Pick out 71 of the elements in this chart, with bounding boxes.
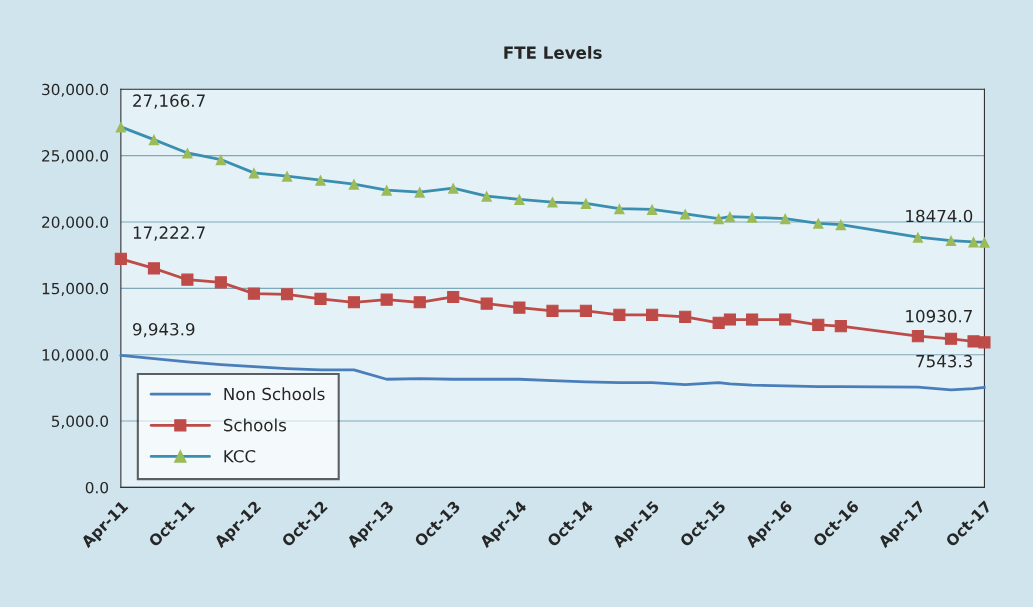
point [380,293,393,306]
point [978,236,990,248]
point [280,288,294,301]
point [414,186,426,198]
chart-title: FTE Levels [504,46,602,59]
point [447,290,460,304]
point [646,308,659,321]
point [147,262,161,275]
point [214,276,227,289]
point [348,178,360,190]
annotation: 9,943.9 [133,322,195,338]
point [712,316,725,329]
point [447,182,459,194]
point [812,217,824,229]
y-tick-label: 5,000.0 [51,415,109,429]
point [513,193,525,205]
point [314,292,327,306]
annotation: 7543.3 [916,354,972,368]
point [247,287,261,300]
legend-label: Non Schools [224,387,325,401]
point [381,184,393,196]
point [812,318,825,331]
point [911,330,924,343]
y-tick-label: 15,000.0 [42,282,109,296]
point [413,296,426,309]
y-tick-label: 0.0 [85,481,109,494]
y-tick-label: 30,000.0 [42,83,109,97]
point [967,236,980,248]
point [944,332,958,345]
point [481,190,493,202]
point [613,203,625,215]
point [248,167,260,179]
point [215,154,227,166]
y-tick-label: 10,000.0 [42,349,109,363]
point [967,335,980,348]
point [723,313,736,326]
point [834,320,847,333]
point [546,304,559,317]
y-tick-label: 20,000.0 [42,216,109,230]
point [779,213,791,225]
point [835,219,847,231]
point [546,196,559,208]
legend-label: KCC [224,449,256,463]
point [646,203,658,215]
point [978,336,991,349]
point [679,310,692,323]
point [480,297,493,310]
point [513,301,526,314]
point [114,252,127,265]
point [314,174,327,186]
point [148,134,160,146]
point [579,304,592,317]
point [912,231,924,243]
annotation: 17,222.7 [133,226,205,241]
annotation: 10930.7 [906,309,972,323]
point [181,273,194,286]
point [679,208,691,220]
annotation: 27,166.7 [133,94,205,109]
y-tick-label: 25,000.0 [42,150,109,164]
point [724,211,736,223]
point [945,234,957,247]
point [746,211,758,223]
point [713,213,725,225]
legend-label: Schools [223,418,287,432]
point [347,296,361,309]
point [580,197,592,209]
annotation: 18474.0 [906,209,973,223]
point [779,313,792,326]
point [613,308,626,321]
point [746,313,759,326]
point [281,170,293,182]
